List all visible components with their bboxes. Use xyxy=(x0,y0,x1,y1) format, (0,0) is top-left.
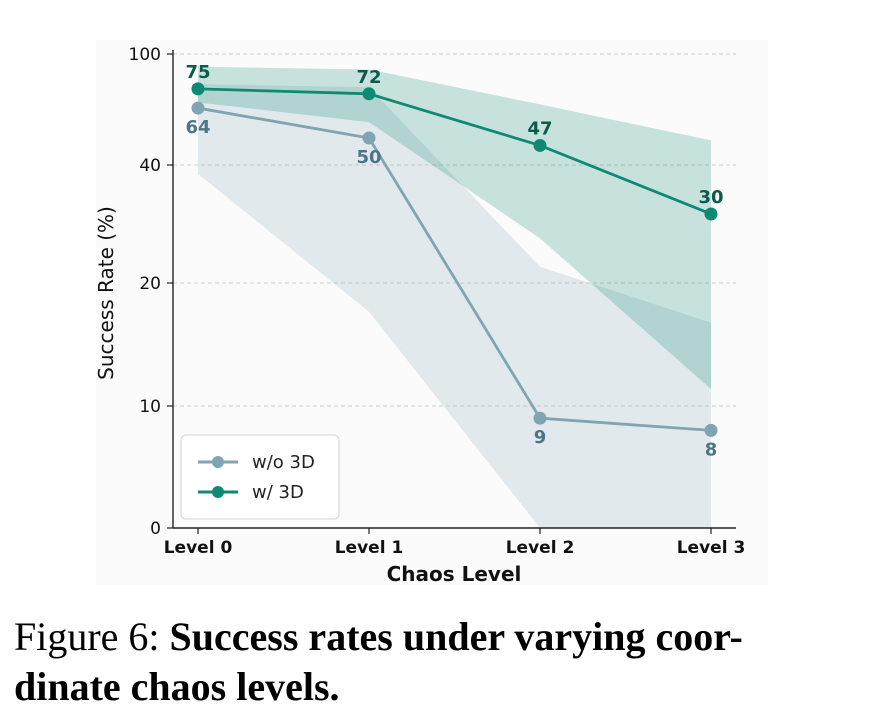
data-point xyxy=(362,87,376,101)
figure-caption: Figure 6: Success rates under varying co… xyxy=(14,612,864,712)
gridlines xyxy=(173,53,736,407)
data-label: 64 xyxy=(185,117,210,138)
confidence-bands xyxy=(198,66,711,528)
caption-prefix: Figure 6: xyxy=(14,614,170,659)
x-tick-label: Level 3 xyxy=(677,538,746,558)
data-label: 75 xyxy=(185,62,210,83)
data-label: 9 xyxy=(534,427,547,448)
series-line-1 xyxy=(197,87,712,216)
y-axis-label: Success Rate (%) xyxy=(94,206,118,380)
data-point xyxy=(362,131,376,145)
axes xyxy=(172,50,736,529)
band-1 xyxy=(198,66,711,390)
caption-title-line2: dinate chaos levels. xyxy=(14,664,340,709)
x-tick-label: Level 1 xyxy=(335,538,404,558)
data-point xyxy=(533,138,547,152)
x-axis-label: Chaos Level xyxy=(387,562,522,586)
data-point xyxy=(191,101,205,115)
x-tick-label: Level 2 xyxy=(506,538,575,558)
x-ticks: Level 0 Level 1 Level 2 Level 3 xyxy=(164,528,746,558)
data-label: 47 xyxy=(527,118,552,139)
data-points xyxy=(191,82,718,437)
legend-box xyxy=(180,434,340,520)
caption-title-line1: Success rates under varying coor- xyxy=(169,614,743,659)
data-label: 72 xyxy=(356,67,381,88)
legend: w/o 3D w/ 3D xyxy=(180,434,340,520)
band-0 xyxy=(198,84,711,528)
data-label: 8 xyxy=(705,439,718,460)
legend-marker-w3d xyxy=(212,486,224,498)
y-tick-label: 10 xyxy=(139,397,161,417)
legend-label-wo3d: w/o 3D xyxy=(252,452,315,473)
series-lines xyxy=(197,87,712,432)
data-point xyxy=(704,423,718,437)
x-tick-label: Level 0 xyxy=(164,538,233,558)
legend-label-w3d: w/ 3D xyxy=(252,482,304,503)
data-label: 30 xyxy=(698,187,723,208)
y-tick-label: 100 xyxy=(129,45,161,65)
data-labels: 64 50 9 8 75 72 47 30 xyxy=(185,62,723,461)
legend-marker-wo3d xyxy=(212,456,224,468)
y-tick-label: 40 xyxy=(139,156,161,176)
data-point xyxy=(533,411,547,425)
data-label: 50 xyxy=(356,147,381,168)
y-tick-label: 0 xyxy=(150,519,161,539)
y-tick-label: 20 xyxy=(139,274,161,294)
series-line-0 xyxy=(197,106,712,432)
data-point xyxy=(704,207,718,221)
y-ticks: 0 10 20 40 100 xyxy=(129,45,173,539)
data-point xyxy=(191,82,205,96)
